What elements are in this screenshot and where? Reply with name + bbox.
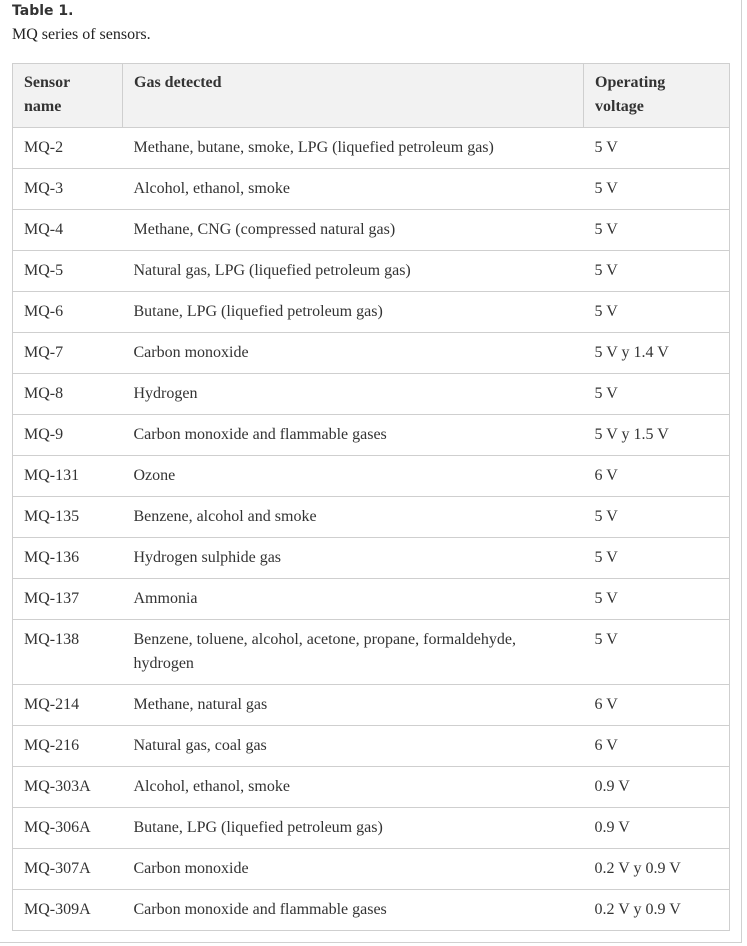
sensor-name-cell: MQ-136 bbox=[12, 537, 123, 579]
sensor-name-cell: MQ-138 bbox=[12, 619, 123, 685]
table-header: Sensor name Gas detected Operating volta… bbox=[12, 63, 730, 128]
gas-detected-cell: Natural gas, LPG (liquefied petroleum ga… bbox=[122, 250, 584, 292]
sensor-name-cell: MQ-214 bbox=[12, 684, 123, 726]
operating-voltage-cell: 5 V bbox=[583, 291, 730, 333]
gas-detected-cell: Alcohol, ethanol, smoke bbox=[122, 168, 584, 210]
operating-voltage-cell: 5 V bbox=[583, 496, 730, 538]
gas-detected-cell: Benzene, toluene, alcohol, acetone, prop… bbox=[122, 619, 584, 685]
gas-detected-cell: Methane, CNG (compressed natural gas) bbox=[122, 209, 584, 251]
table-row: MQ-135 Benzene, alcohol and smoke 5 V bbox=[12, 496, 730, 538]
table-row: MQ-137 Ammonia 5 V bbox=[12, 578, 730, 620]
header-operating-voltage: Operating voltage bbox=[583, 63, 730, 128]
gas-detected-cell: Ozone bbox=[122, 455, 584, 497]
table-body: MQ-2 Methane, butane, smoke, LPG (liquefi… bbox=[12, 127, 730, 931]
gas-detected-cell: Carbon monoxide and flammable gases bbox=[122, 414, 584, 456]
table-row: MQ-7 Carbon monoxide 5 V y 1.4 V bbox=[12, 332, 730, 374]
gas-detected-cell: Carbon monoxide bbox=[122, 332, 584, 374]
table-row: MQ-307A Carbon monoxide 0.2 V y 0.9 V bbox=[12, 848, 730, 890]
gas-detected-cell: Butane, LPG (liquefied petroleum gas) bbox=[122, 807, 584, 849]
gas-detected-cell: Butane, LPG (liquefied petroleum gas) bbox=[122, 291, 584, 333]
header-sensor-name: Sensor name bbox=[12, 63, 123, 128]
sensor-name-cell: MQ-5 bbox=[12, 250, 123, 292]
table-row: MQ-2 Methane, butane, smoke, LPG (liquefi… bbox=[12, 127, 730, 169]
table-row: MQ-216 Natural gas, coal gas 6 V bbox=[12, 725, 730, 767]
gas-detected-cell: Methane, butane, smoke, LPG (liquefied p… bbox=[122, 127, 584, 169]
operating-voltage-cell: 0.9 V bbox=[583, 807, 730, 849]
gas-detected-cell: Hydrogen sulphide gas bbox=[122, 537, 584, 579]
gas-detected-cell: Ammonia bbox=[122, 578, 584, 620]
table-caption-label: Table 1. bbox=[12, 3, 74, 19]
operating-voltage-cell: 5 V bbox=[583, 209, 730, 251]
operating-voltage-cell: 6 V bbox=[583, 684, 730, 726]
sensor-table: Sensor name Gas detected Operating volta… bbox=[12, 63, 730, 931]
table-row: MQ-131 Ozone 6 V bbox=[12, 455, 730, 497]
gas-detected-cell: Carbon monoxide and flammable gases bbox=[122, 889, 584, 931]
sensor-name-cell: MQ-303A bbox=[12, 766, 123, 808]
operating-voltage-cell: 5 V y 1.4 V bbox=[583, 332, 730, 374]
gas-detected-cell: Methane, natural gas bbox=[122, 684, 584, 726]
header-row: Sensor name Gas detected Operating volta… bbox=[12, 63, 730, 128]
table-row: MQ-136 Hydrogen sulphide gas 5 V bbox=[12, 537, 730, 579]
table-row: MQ-3 Alcohol, ethanol, smoke 5 V bbox=[12, 168, 730, 210]
gas-detected-cell: Hydrogen bbox=[122, 373, 584, 415]
operating-voltage-cell: 0.2 V y 0.9 V bbox=[583, 848, 730, 890]
table-row: MQ-8 Hydrogen 5 V bbox=[12, 373, 730, 415]
sensor-name-cell: MQ-8 bbox=[12, 373, 123, 415]
header-gas-detected: Gas detected bbox=[122, 63, 584, 128]
table-row: MQ-5 Natural gas, LPG (liquefied petroleu… bbox=[12, 250, 730, 292]
gas-detected-cell: Alcohol, ethanol, smoke bbox=[122, 766, 584, 808]
operating-voltage-cell: 0.9 V bbox=[583, 766, 730, 808]
sensor-name-cell: MQ-7 bbox=[12, 332, 123, 374]
operating-voltage-cell: 5 V bbox=[583, 578, 730, 620]
sensor-name-cell: MQ-131 bbox=[12, 455, 123, 497]
sensor-name-cell: MQ-3 bbox=[12, 168, 123, 210]
operating-voltage-cell: 5 V bbox=[583, 168, 730, 210]
gas-detected-cell: Carbon monoxide bbox=[122, 848, 584, 890]
table-row: MQ-303A Alcohol, ethanol, smoke 0.9 V bbox=[12, 766, 730, 808]
sensor-name-cell: MQ-9 bbox=[12, 414, 123, 456]
operating-voltage-cell: 0.2 V y 0.9 V bbox=[583, 889, 730, 931]
table-row: MQ-6 Butane, LPG (liquefied petroleum gas… bbox=[12, 291, 730, 333]
sensor-name-cell: MQ-135 bbox=[12, 496, 123, 538]
operating-voltage-cell: 5 V bbox=[583, 127, 730, 169]
sensor-name-cell: MQ-306A bbox=[12, 807, 123, 849]
operating-voltage-cell: 5 V bbox=[583, 373, 730, 415]
sensor-name-cell: MQ-137 bbox=[12, 578, 123, 620]
sensor-name-cell: MQ-309A bbox=[12, 889, 123, 931]
sensor-name-cell: MQ-4 bbox=[12, 209, 123, 251]
sensor-name-cell: MQ-6 bbox=[12, 291, 123, 333]
sensor-name-cell: MQ-307A bbox=[12, 848, 123, 890]
operating-voltage-cell: 5 V y 1.5 V bbox=[583, 414, 730, 456]
gas-detected-cell: Benzene, alcohol and smoke bbox=[122, 496, 584, 538]
table-row: MQ-306A Butane, LPG (liquefied petroleum … bbox=[12, 807, 730, 849]
operating-voltage-cell: 5 V bbox=[583, 537, 730, 579]
table-row: MQ-309A Carbon monoxide and flammable gas… bbox=[12, 889, 730, 931]
table-row: MQ-9 Carbon monoxide and flammable gases 5… bbox=[12, 414, 730, 456]
sensor-name-cell: MQ-2 bbox=[12, 127, 123, 169]
operating-voltage-cell: 5 V bbox=[583, 619, 730, 685]
operating-voltage-cell: 6 V bbox=[583, 455, 730, 497]
table-row: MQ-138 Benzene, toluene, alcohol, acetone… bbox=[12, 619, 730, 685]
operating-voltage-cell: 5 V bbox=[583, 250, 730, 292]
sensor-name-cell: MQ-216 bbox=[12, 725, 123, 767]
operating-voltage-cell: 6 V bbox=[583, 725, 730, 767]
table-caption-text: MQ series of sensors. bbox=[12, 26, 151, 43]
gas-detected-cell: Natural gas, coal gas bbox=[122, 725, 584, 767]
table-row: MQ-4 Methane, CNG (compressed natural gas… bbox=[12, 209, 730, 251]
table-row: MQ-214 Methane, natural gas 6 V bbox=[12, 684, 730, 726]
